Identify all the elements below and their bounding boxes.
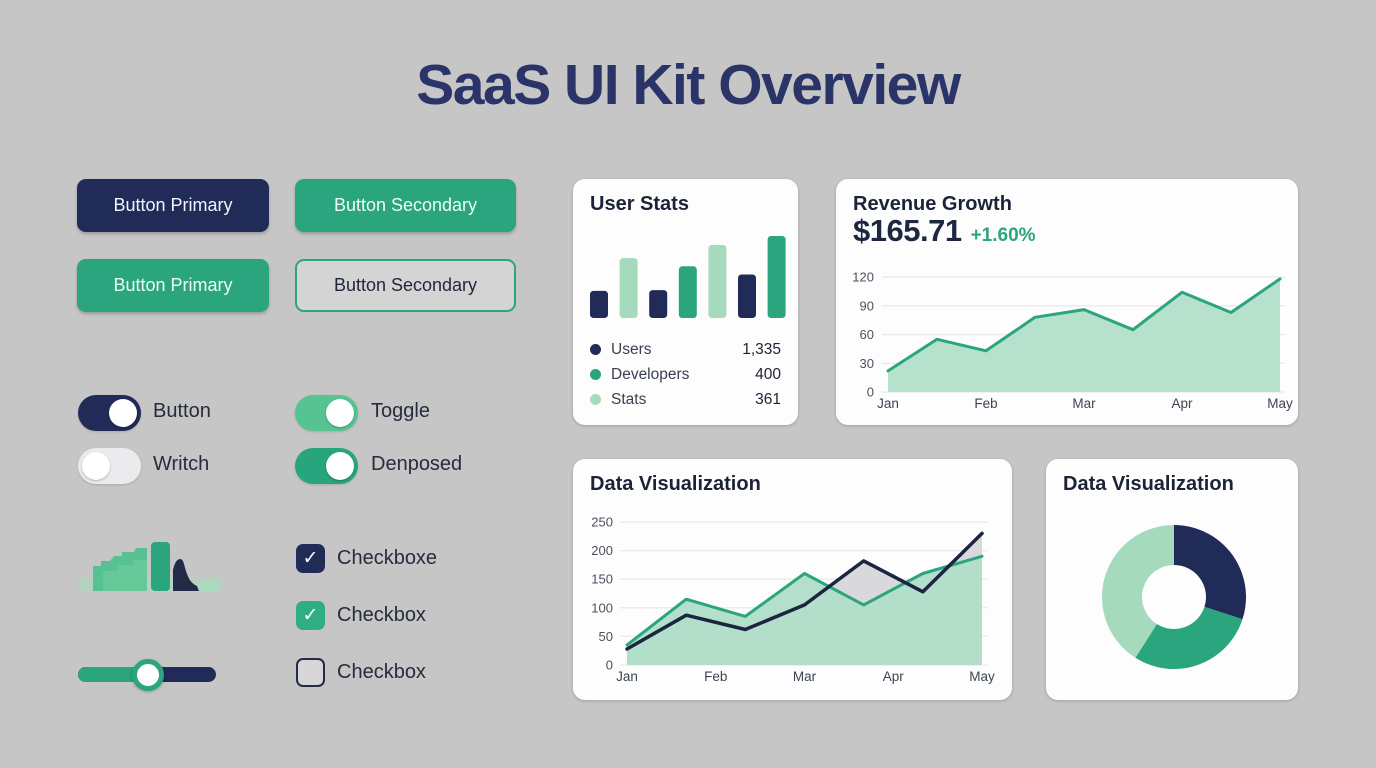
line-area-chart: 0 50 100 150 200 250 Jan Feb Mar Apr May [591, 515, 995, 685]
donut-chart-title: Data Visualization [1063, 473, 1234, 495]
card-user-stats: User Stats Users 1,335 Developers 400 St… [573, 179, 798, 425]
svg-text:200: 200 [591, 543, 613, 558]
checkbox-checked-navy[interactable]: ✓ [296, 544, 325, 573]
checkbox-label: Checkbox [337, 604, 426, 626]
toggle-toggle[interactable] [295, 395, 358, 431]
donut-chart [1102, 525, 1247, 670]
toggle-button[interactable] [78, 395, 141, 431]
svg-text:May: May [969, 669, 995, 684]
card-data-viz-donut: Data Visualization [1046, 459, 1298, 700]
check-icon: ✓ [302, 548, 319, 569]
svg-text:0: 0 [867, 385, 874, 400]
svg-text:90: 90 [860, 298, 874, 313]
svg-text:60: 60 [860, 327, 874, 342]
svg-text:Jan: Jan [616, 669, 638, 684]
svg-text:Feb: Feb [704, 669, 727, 684]
legend-item: Stats 361 [590, 387, 781, 412]
toggle-denposed[interactable] [295, 448, 358, 484]
toggle-knob[interactable] [109, 399, 137, 427]
button-secondary-outline[interactable]: Button Secondary [295, 259, 516, 312]
legend-value: 1,335 [742, 340, 781, 358]
revenue-title: Revenue Growth [853, 193, 1012, 215]
svg-text:50: 50 [599, 629, 613, 644]
line-chart-title: Data Visualization [590, 473, 761, 495]
mini-area-chart [77, 542, 222, 591]
legend-dot [590, 394, 601, 405]
check-icon: ✓ [302, 605, 319, 626]
svg-text:Apr: Apr [883, 669, 905, 684]
button-secondary-green[interactable]: Button Secondary [295, 179, 516, 232]
checkbox-checked-green[interactable]: ✓ [296, 601, 325, 630]
slider[interactable] [78, 658, 216, 691]
legend-dot [590, 369, 601, 380]
revenue-change-badge: +1.60% [970, 225, 1036, 246]
button-primary-dark[interactable]: Button Primary [77, 179, 269, 232]
legend-label: Users [611, 340, 652, 358]
svg-text:Feb: Feb [974, 396, 997, 411]
svg-text:Mar: Mar [793, 669, 817, 684]
revenue-area-chart: 0 30 60 90 120 Jan Feb Mar Apr May [852, 270, 1293, 412]
checkbox-unchecked[interactable]: ✓ [296, 658, 325, 687]
legend-value: 400 [755, 365, 781, 383]
user-stats-bar-chart [590, 236, 786, 318]
svg-text:May: May [1267, 396, 1293, 411]
legend-value: 361 [755, 390, 781, 408]
toggle-label: Button [153, 400, 211, 422]
toggle-knob[interactable] [326, 452, 354, 480]
button-primary-green[interactable]: Button Primary [77, 259, 269, 312]
svg-text:Mar: Mar [1072, 396, 1096, 411]
svg-text:0: 0 [606, 658, 613, 673]
toggle-label: Toggle [371, 400, 430, 422]
checkbox-label: Checkbox [337, 661, 426, 683]
svg-text:Apr: Apr [1171, 396, 1193, 411]
toggle-writch[interactable] [78, 448, 141, 484]
checkbox-label: Checkboxe [337, 547, 438, 569]
slider-fill [78, 667, 149, 682]
svg-text:120: 120 [852, 270, 874, 285]
user-stats-title: User Stats [590, 193, 689, 215]
svg-text:30: 30 [860, 356, 874, 371]
slider-knob[interactable] [132, 658, 165, 691]
page-title: SaaS UI Kit Overview [416, 53, 961, 117]
svg-text:150: 150 [591, 572, 613, 587]
user-stats-legend: Users 1,335 Developers 400 Stats 361 [590, 337, 781, 412]
legend-label: Developers [611, 365, 690, 383]
toggle-knob[interactable] [326, 399, 354, 427]
svg-text:100: 100 [591, 600, 613, 615]
revenue-value: $165.71 [853, 213, 962, 248]
toggle-label: Writch [153, 453, 210, 475]
revenue-value-row: $165.71 +1.60% [853, 213, 1036, 249]
svg-text:Jan: Jan [877, 396, 899, 411]
legend-item: Developers 400 [590, 362, 781, 387]
toggle-knob[interactable] [82, 452, 110, 480]
card-data-viz-line: Data Visualization 0 50 100 150 200 250 Jan Feb… [573, 459, 1012, 700]
legend-item: Users 1,335 [590, 337, 781, 362]
legend-label: Stats [611, 390, 647, 408]
legend-dot [590, 344, 601, 355]
toggle-label: Denposed [371, 453, 463, 475]
card-revenue-growth: Revenue Growth $165.71 +1.60% 0 30 60 90 120… [836, 179, 1298, 425]
svg-text:250: 250 [591, 515, 613, 530]
